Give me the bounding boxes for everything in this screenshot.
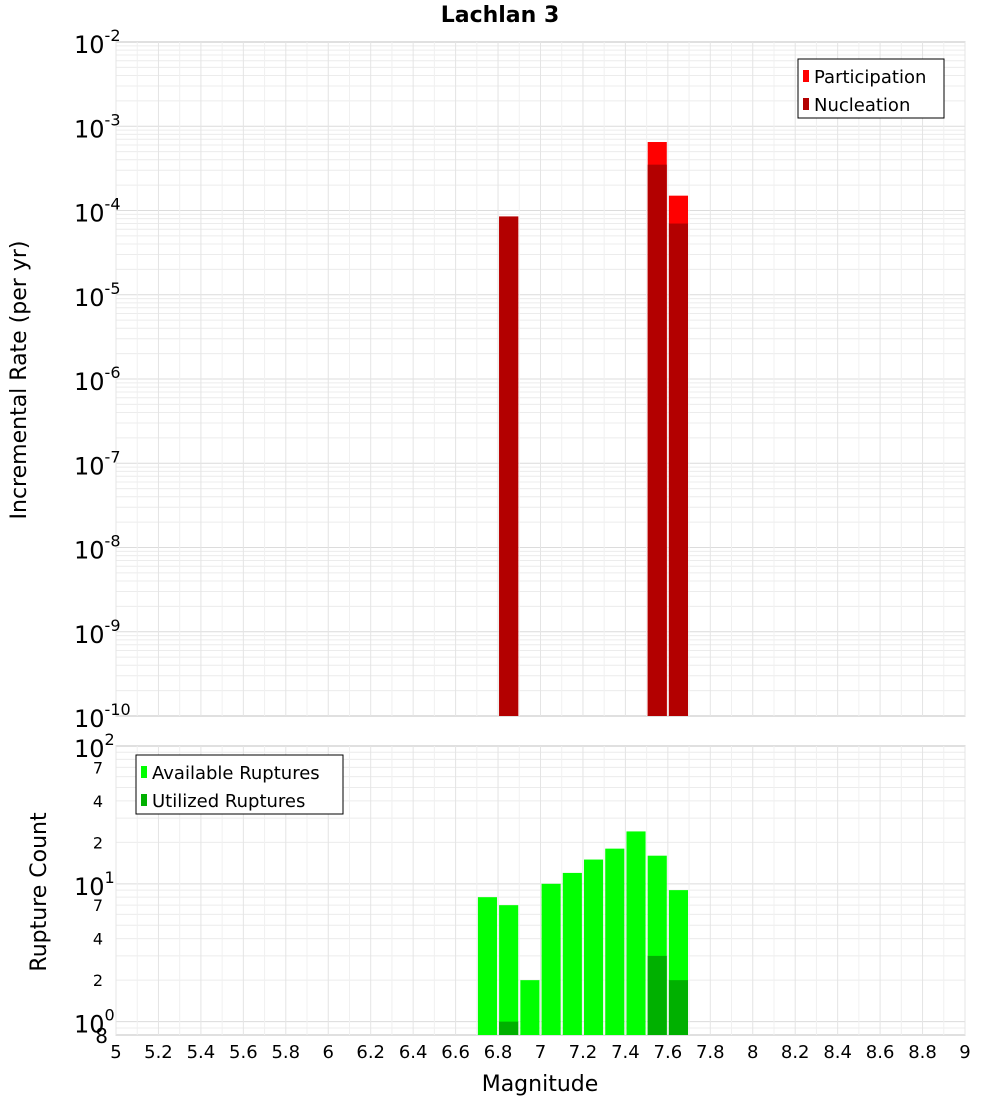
x-tick-label: 6: [323, 1042, 334, 1063]
x-tick-label: 5: [110, 1042, 121, 1063]
rate-y-tick-label: 10-2: [74, 26, 121, 59]
x-tick-label: 7.6: [654, 1042, 683, 1063]
rate-bars: [499, 142, 689, 717]
rate-legend-swatch: [803, 70, 809, 82]
count-y-tick-minor: 4: [93, 792, 103, 811]
x-tick-label: 7.4: [611, 1042, 640, 1063]
x-tick-label: 7: [535, 1042, 546, 1063]
rate-y-tick-label: 10-6: [74, 363, 121, 396]
count-y-tick-minor: 2: [93, 833, 103, 852]
count-bar-a: [605, 848, 625, 1035]
count-legend-swatch: [141, 766, 147, 778]
count-grid: [115, 746, 966, 1035]
count-bar-a: [477, 897, 497, 1035]
count-bar-a: [584, 859, 604, 1035]
x-tick-label: 9: [959, 1042, 970, 1063]
rate-bar-b: [668, 223, 689, 717]
count-legend-box: [135, 754, 344, 815]
x-tick-label: 5.4: [187, 1042, 216, 1063]
x-tick-label: 5.2: [144, 1042, 173, 1063]
rate-y-tick-label: 10-3: [74, 110, 121, 143]
count-legend-swatch: [141, 794, 147, 806]
x-tick-label: 8.6: [866, 1042, 895, 1063]
rate-legend-box: [797, 58, 945, 119]
count-y-tick-major: 100: [74, 1006, 115, 1039]
rate-legend-label: Participation: [814, 67, 926, 88]
count-y-tick-major: 101: [74, 868, 115, 901]
count-legend-label: Available Ruptures: [152, 763, 320, 784]
x-tick-label: 7.8: [696, 1042, 725, 1063]
count-bar-a: [499, 905, 519, 1035]
count-panel: 100 101 102 2 4 7 2 4 7 8 5 5.2 5.4 5.6 5.8 6 6.2 6.4 6.6…: [27, 730, 971, 1097]
rate-y-ticks: 10-2 10-3 10-4 10-5 10-6 10-7 10-8 10-9 10-10: [74, 26, 131, 733]
x-tick-label: 6.8: [484, 1042, 513, 1063]
count-bar-b: [647, 955, 667, 1035]
count-bar-a: [520, 980, 540, 1035]
x-tick-label: 5.8: [271, 1042, 300, 1063]
chart-title: Lachlan 3: [441, 3, 560, 28]
x-axis-label: Magnitude: [482, 1072, 599, 1097]
count-bar-a: [541, 883, 561, 1035]
x-tick-label: 6.2: [356, 1042, 385, 1063]
x-tick-label: 8.4: [823, 1042, 852, 1063]
count-legend-label: Utilized Ruptures: [152, 791, 305, 812]
count-y-ticks: 100 101 102 2 4 7 2 4 7 8: [74, 730, 115, 1048]
x-tick-label: 6.6: [441, 1042, 470, 1063]
count-bar-b: [499, 1021, 519, 1035]
rate-y-tick-label: 10-5: [74, 279, 121, 312]
x-tick-label: 6.4: [399, 1042, 428, 1063]
rate-bar-b: [647, 164, 667, 717]
count-bar-a: [562, 872, 582, 1035]
rate-y-axis-label: Incremental Rate (per yr): [7, 241, 32, 520]
x-tick-label: 8: [747, 1042, 758, 1063]
rate-y-tick-label: 10-10: [74, 700, 131, 733]
rate-y-tick-label: 10-7: [74, 447, 121, 480]
count-y-tick-minor: 7: [93, 896, 103, 915]
count-y-tick-major: 102: [74, 730, 115, 763]
count-y-tick-minor: 4: [93, 930, 103, 949]
x-tick-label: 8.2: [781, 1042, 810, 1063]
count-y-tick-bottom: 8: [95, 1024, 108, 1048]
rate-legend-swatch: [803, 98, 809, 110]
count-bar-a: [626, 831, 646, 1035]
x-tick-label: 7.2: [569, 1042, 598, 1063]
rate-y-tick-label: 10-9: [74, 616, 121, 649]
count-y-axis-label: Rupture Count: [27, 812, 52, 972]
rate-legend: Participation Nucleation: [797, 58, 945, 119]
count-y-tick-minor: 7: [93, 758, 103, 777]
count-bar-b: [668, 980, 689, 1035]
rate-bar-b: [499, 216, 519, 716]
count-bars: [477, 831, 689, 1035]
count-y-tick-minor: 2: [93, 971, 103, 990]
count-x-ticks: 5 5.2 5.4 5.6 5.8 6 6.2 6.4 6.6 6.8 7 7.2 7.4 7.6 7.8 8…: [110, 1042, 970, 1063]
rate-y-tick-label: 10-8: [74, 532, 121, 565]
x-tick-label: 8.8: [908, 1042, 937, 1063]
rate-y-tick-label: 10-4: [74, 195, 121, 228]
rate-legend-label: Nucleation: [814, 95, 910, 116]
count-legend: Available Ruptures Utilized Ruptures: [135, 754, 344, 815]
rate-grid: [115, 42, 966, 716]
rate-panel: 10-2 10-3 10-4 10-5 10-6 10-7 10-8 10-9 10-10 In…: [7, 26, 966, 733]
x-tick-label: 5.6: [229, 1042, 258, 1063]
